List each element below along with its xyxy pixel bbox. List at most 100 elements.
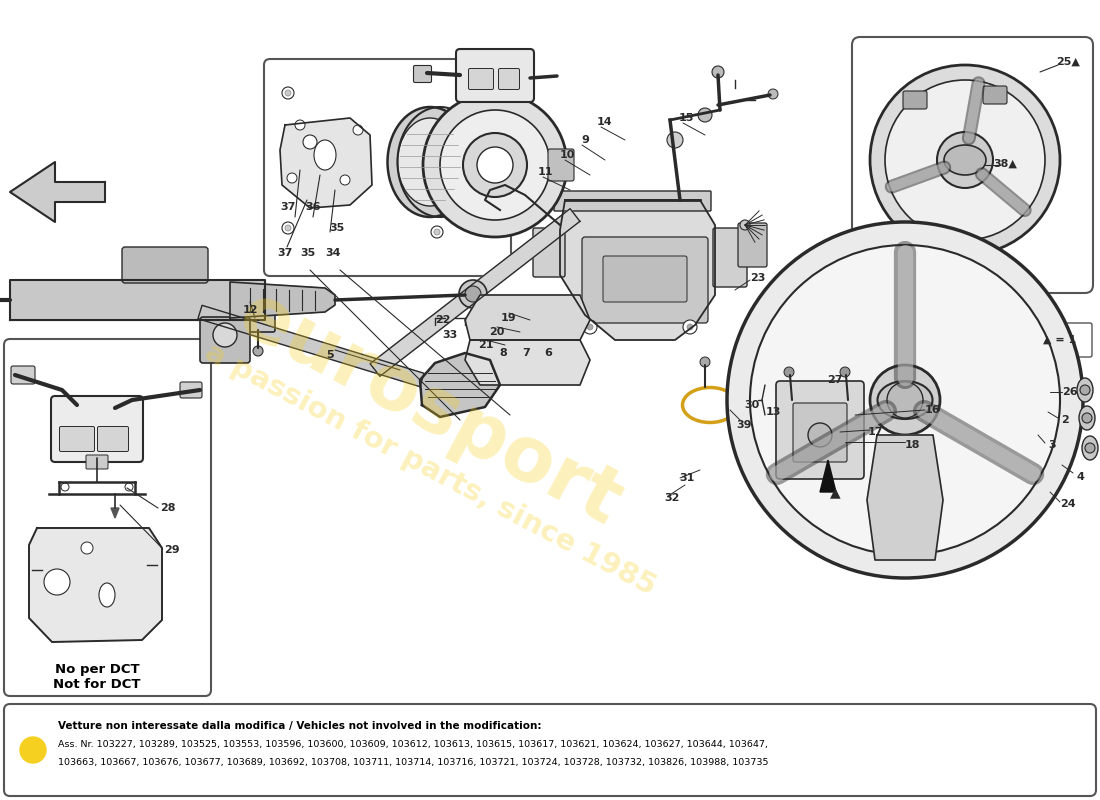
Circle shape	[870, 65, 1060, 255]
Text: 11: 11	[537, 167, 552, 177]
Ellipse shape	[99, 583, 116, 607]
Circle shape	[81, 542, 94, 554]
Polygon shape	[29, 528, 162, 642]
FancyBboxPatch shape	[903, 91, 927, 109]
Text: 13: 13	[766, 407, 781, 417]
FancyBboxPatch shape	[582, 237, 708, 323]
FancyBboxPatch shape	[241, 304, 275, 332]
Text: 23: 23	[750, 273, 766, 283]
FancyBboxPatch shape	[713, 228, 747, 287]
Polygon shape	[198, 306, 425, 386]
Circle shape	[583, 320, 597, 334]
Text: 17: 17	[867, 427, 882, 437]
Text: 8: 8	[499, 348, 507, 358]
Polygon shape	[10, 280, 265, 320]
Text: ▲ = 1: ▲ = 1	[1044, 335, 1077, 345]
Text: 21: 21	[478, 340, 494, 350]
Text: 5: 5	[327, 350, 333, 360]
Circle shape	[282, 87, 294, 99]
Text: 25▲: 25▲	[1056, 57, 1080, 67]
Circle shape	[667, 132, 683, 148]
Circle shape	[740, 220, 750, 230]
Text: eurosport: eurosport	[226, 278, 634, 542]
Circle shape	[295, 120, 305, 130]
Text: 39: 39	[736, 420, 751, 430]
FancyBboxPatch shape	[852, 37, 1093, 293]
Circle shape	[700, 357, 710, 367]
Text: 38▲: 38▲	[993, 159, 1016, 169]
Text: A: A	[28, 743, 38, 757]
Text: a passion for parts, since 1985: a passion for parts, since 1985	[200, 338, 660, 602]
FancyBboxPatch shape	[51, 396, 143, 462]
Circle shape	[587, 324, 593, 330]
Circle shape	[887, 382, 923, 418]
FancyBboxPatch shape	[793, 403, 847, 462]
Polygon shape	[230, 282, 336, 318]
Text: 28: 28	[161, 503, 176, 513]
Text: 30: 30	[745, 400, 760, 410]
Ellipse shape	[1082, 436, 1098, 460]
Circle shape	[808, 423, 832, 447]
FancyBboxPatch shape	[456, 49, 534, 102]
Circle shape	[434, 229, 440, 235]
FancyBboxPatch shape	[414, 66, 431, 82]
Circle shape	[213, 323, 236, 347]
Circle shape	[60, 483, 69, 491]
Circle shape	[1082, 413, 1092, 423]
Text: 37: 37	[280, 202, 296, 212]
FancyBboxPatch shape	[983, 86, 1006, 104]
Text: 6: 6	[544, 348, 552, 358]
FancyBboxPatch shape	[554, 191, 711, 211]
Text: Ass. Nr. 103227, 103289, 103525, 103553, 103596, 103600, 103609, 103612, 103613,: Ass. Nr. 103227, 103289, 103525, 103553,…	[58, 741, 768, 750]
Circle shape	[870, 365, 940, 435]
Ellipse shape	[1077, 378, 1093, 402]
Text: 9: 9	[581, 135, 589, 145]
Ellipse shape	[387, 107, 473, 217]
Circle shape	[688, 324, 693, 330]
Text: Vetture non interessate dalla modifica / Vehicles not involved in the modificati: Vetture non interessate dalla modifica /…	[58, 721, 541, 731]
Text: 103663, 103667, 103676, 103677, 103689, 103692, 103708, 103711, 103714, 103716, : 103663, 103667, 103676, 103677, 103689, …	[58, 758, 769, 766]
Text: 16: 16	[924, 405, 939, 415]
Circle shape	[125, 483, 133, 491]
Text: 32: 32	[664, 493, 680, 503]
Text: ▲: ▲	[829, 485, 840, 499]
Circle shape	[353, 125, 363, 135]
Polygon shape	[820, 460, 836, 492]
FancyBboxPatch shape	[498, 69, 519, 90]
Circle shape	[698, 108, 712, 122]
Text: 34: 34	[326, 248, 341, 258]
Polygon shape	[111, 508, 119, 518]
FancyBboxPatch shape	[4, 339, 211, 696]
Circle shape	[784, 367, 794, 377]
Ellipse shape	[944, 145, 986, 175]
Circle shape	[285, 225, 292, 231]
Text: 36: 36	[306, 202, 321, 212]
Circle shape	[440, 110, 550, 220]
Text: 24: 24	[1060, 499, 1076, 509]
Circle shape	[463, 133, 527, 197]
Text: 22: 22	[436, 315, 451, 325]
Circle shape	[253, 346, 263, 356]
Text: 18: 18	[904, 440, 920, 450]
Polygon shape	[867, 435, 943, 560]
Circle shape	[712, 66, 724, 78]
Polygon shape	[10, 162, 104, 222]
Text: 14: 14	[596, 117, 612, 127]
Polygon shape	[420, 353, 500, 417]
Circle shape	[44, 569, 70, 595]
Circle shape	[431, 226, 443, 238]
FancyBboxPatch shape	[603, 256, 688, 302]
Circle shape	[1085, 443, 1094, 453]
FancyBboxPatch shape	[200, 317, 250, 363]
FancyBboxPatch shape	[738, 223, 767, 267]
Circle shape	[340, 175, 350, 185]
FancyBboxPatch shape	[11, 366, 35, 384]
FancyBboxPatch shape	[98, 426, 129, 451]
Text: Not for DCT: Not for DCT	[53, 678, 141, 691]
Text: 26: 26	[1063, 387, 1078, 397]
Text: 31: 31	[680, 473, 695, 483]
Text: 15: 15	[679, 113, 694, 123]
Text: 33: 33	[442, 330, 458, 340]
FancyBboxPatch shape	[264, 59, 512, 276]
Text: 2: 2	[1062, 415, 1069, 425]
